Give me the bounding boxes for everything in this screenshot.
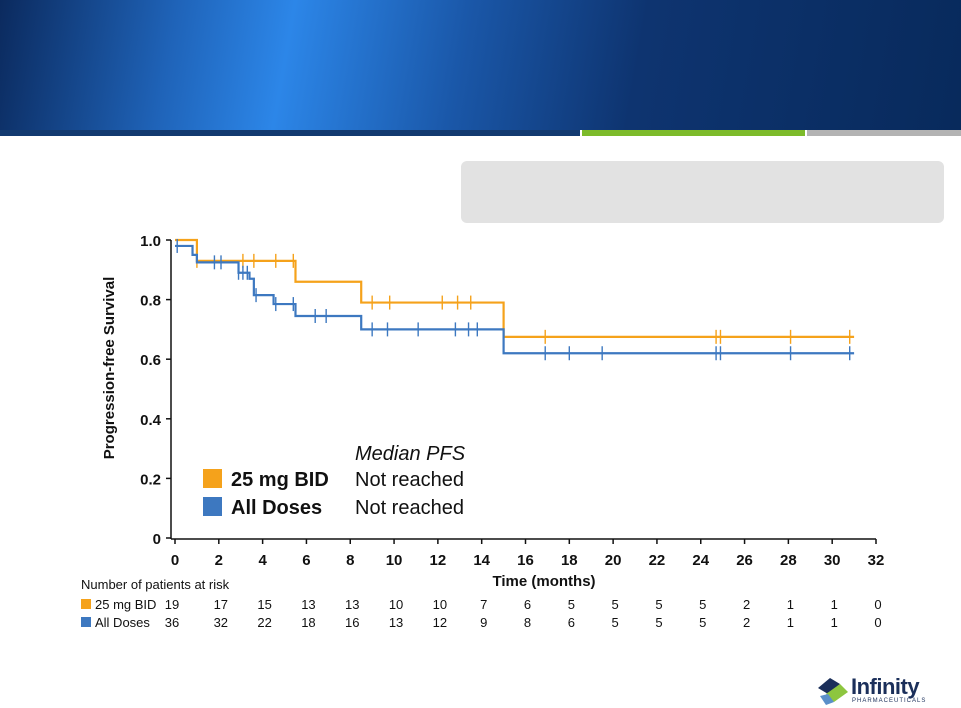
risk-value: 15 (257, 597, 271, 612)
risk-table-title: Number of patients at risk (81, 577, 230, 592)
km-step-line (175, 244, 855, 355)
logo-wordmark: Infinity (851, 674, 920, 699)
callout-box (461, 161, 944, 223)
risk-value: 2 (743, 597, 750, 612)
logo-subtitle: PHARMACEUTICALS (852, 698, 927, 704)
risk-value: 12 (433, 615, 447, 630)
risk-value: 5 (655, 615, 662, 630)
series-25mg-bid (175, 238, 855, 344)
legend-label-25mg: 25 mg BID (231, 469, 329, 491)
risk-value: 16 (345, 615, 359, 630)
y-tick-label: 0.6 (140, 352, 161, 369)
risk-value: 1 (787, 615, 794, 630)
infinity-logo-icon (818, 678, 848, 705)
risk-value: 22 (257, 615, 271, 630)
risk-value: 1 (831, 615, 838, 630)
legend-median-25mg: Not reached (355, 469, 464, 491)
x-tick-label: 26 (736, 552, 753, 569)
series-all-doses (175, 238, 855, 361)
risk-value: 5 (699, 597, 706, 612)
risk-value: 19 (165, 597, 179, 612)
risk-value: 1 (787, 597, 794, 612)
risk-value: 2 (743, 615, 750, 630)
risk-row-swatch (81, 617, 91, 627)
x-tick-label: 16 (517, 552, 534, 569)
risk-value: 5 (612, 615, 619, 630)
y-tick-label: 0.8 (140, 293, 161, 310)
legend-label-all-doses: All Doses (231, 497, 322, 519)
stripe-green (582, 130, 805, 136)
km-chart: 00.20.40.60.81.0 0 2 4 6 8 10 12 14 16 18 20 22 24 26… (81, 233, 885, 630)
risk-row-swatch (81, 599, 91, 609)
x-tick-label: 20 (605, 552, 622, 569)
risk-value: 5 (699, 615, 706, 630)
risk-value: 36 (165, 615, 179, 630)
risk-value: 1 (831, 597, 838, 612)
x-ticks: 0 2 4 6 8 10 12 14 16 18 20 22 24 26 28 30 32 (171, 539, 885, 569)
risk-value: 18 (301, 615, 315, 630)
legend-swatch-all-doses (203, 497, 222, 516)
risk-value: 0 (874, 615, 881, 630)
title-banner (0, 0, 961, 130)
risk-value: 5 (612, 597, 619, 612)
x-tick-label: 0 (171, 552, 179, 569)
risk-value: 6 (524, 597, 531, 612)
risk-value: 9 (480, 615, 487, 630)
legend-median-all-doses: Not reached (355, 497, 464, 519)
y-tick-label: 0.2 (140, 471, 161, 488)
y-tick-label: 0.4 (140, 412, 162, 429)
x-tick-label: 24 (692, 552, 709, 569)
x-tick-label: 12 (430, 552, 447, 569)
x-tick-label: 28 (780, 552, 797, 569)
risk-value: 13 (301, 597, 315, 612)
stripe-blue (0, 130, 580, 136)
risk-row-label: 25 mg BID (95, 597, 156, 612)
risk-value: 13 (345, 597, 359, 612)
x-axis-label: Time (months) (492, 573, 595, 590)
risk-value: 8 (524, 615, 531, 630)
axes (170, 240, 876, 540)
legend-swatch-25mg (203, 469, 222, 488)
x-tick-label: 18 (561, 552, 578, 569)
risk-row-label: All Doses (95, 615, 150, 630)
risk-value: 6 (568, 615, 575, 630)
legend-header: Median PFS (355, 443, 466, 465)
stripe-gray (807, 130, 961, 136)
x-tick-label: 4 (258, 552, 267, 569)
x-tick-label: 6 (302, 552, 310, 569)
risk-value: 5 (655, 597, 662, 612)
risk-value: 7 (480, 597, 487, 612)
risk-value: 10 (389, 597, 403, 612)
risk-value: 13 (389, 615, 403, 630)
risk-value: 17 (214, 597, 228, 612)
y-tick-label: 1.0 (140, 233, 161, 250)
x-tick-label: 30 (824, 552, 841, 569)
y-axis-label: Progression-free Survival (101, 277, 118, 460)
km-step-line (175, 238, 855, 338)
x-tick-label: 32 (868, 552, 885, 569)
risk-value: 0 (874, 597, 881, 612)
x-tick-label: 10 (386, 552, 403, 569)
y-tick-label: 0 (153, 531, 161, 548)
risk-value: 10 (433, 597, 447, 612)
x-tick-label: 2 (215, 552, 223, 569)
x-tick-label: 8 (346, 552, 354, 569)
x-tick-label: 22 (649, 552, 666, 569)
y-ticks: 0 0.2 0.4 0.6 0.8 1.0 (140, 233, 171, 548)
series (175, 238, 855, 361)
risk-value: 32 (214, 615, 228, 630)
risk-value: 5 (568, 597, 575, 612)
x-tick-label: 14 (473, 552, 490, 569)
